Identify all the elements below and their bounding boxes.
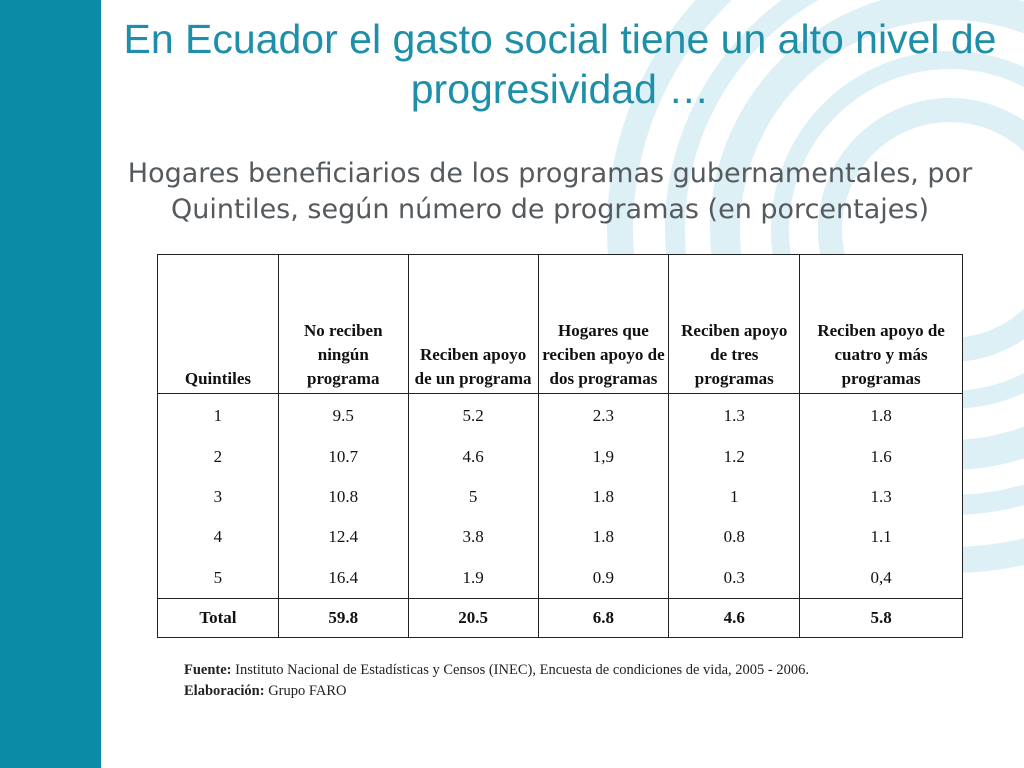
table-cell: 5: [407, 476, 539, 518]
table-cell: 16.4: [277, 557, 409, 599]
slide-subtitle: Hogares beneficiarios de los programas g…: [127, 158, 973, 225]
table-total-row: Total 59.8 20.5 6.8 4.6 5.8: [157, 597, 963, 638]
table-cell: 12.4: [277, 517, 409, 558]
total-cell: 59.8: [277, 597, 409, 638]
table-cell: 0.9: [537, 557, 670, 599]
table-cell: 2.3: [537, 393, 670, 437]
total-label: Total: [157, 597, 279, 638]
source-text: Instituto Nacional de Estadísticas y Cen…: [235, 662, 809, 678]
table-cell: 10.7: [277, 436, 409, 477]
elaboration-line: Elaboración: Grupo FARO: [184, 681, 984, 702]
total-cell: 6.8: [537, 597, 670, 638]
header-four-plus-programs: Reciben apoyo de cuatro y más programas: [799, 254, 963, 394]
table-row: 5 16.4 1.9 0.9 0.3 0,4: [157, 557, 963, 599]
table-row: 2 10.7 4.6 1,9 1.2 1.6: [157, 436, 963, 477]
total-cell: 20.5: [407, 597, 539, 638]
table-row: 1 9.5 5.2 2.3 1.3 1.8: [157, 393, 963, 437]
table-cell: 9.5: [277, 393, 409, 437]
header-three-programs: Reciben apoyo de tres programas: [668, 254, 801, 394]
table-header-row: Quintiles No reciben ningún programa Rec…: [157, 254, 963, 394]
header-no-programs: No reciben ningún programa: [277, 254, 409, 394]
table-cell: 1,9: [537, 436, 670, 477]
table-cell: 1.8: [537, 476, 670, 518]
table-cell: 0.3: [668, 557, 801, 599]
table-cell: 1.2: [668, 436, 801, 477]
table-cell: 10.8: [277, 476, 409, 518]
table-cell: 1.3: [799, 476, 963, 518]
header-two-programs: Hogares que reciben apoyo de dos program…: [537, 254, 670, 394]
accent-sidebar-bar: [0, 0, 101, 768]
table-cell: 4.6: [407, 436, 539, 477]
table-cell: 1.1: [799, 517, 963, 558]
table-cell: 5.2: [407, 393, 539, 437]
table-cell: 2: [157, 436, 279, 477]
table-cell: 5: [157, 557, 279, 599]
table-cell: 1.8: [799, 393, 963, 437]
table-cell: 0,4: [799, 557, 963, 599]
source-line: Fuente: Instituto Nacional de Estadístic…: [184, 660, 984, 681]
table-cell: 1.3: [668, 393, 801, 437]
table-cell: 4: [157, 517, 279, 558]
table-cell: 3: [157, 476, 279, 518]
header-one-program: Reciben apoyo de un programa: [407, 254, 539, 394]
table-cell: 0.8: [668, 517, 801, 558]
table-cell: 1.8: [537, 517, 670, 558]
total-cell: 5.8: [799, 597, 963, 638]
table-cell: 1.9: [407, 557, 539, 599]
total-cell: 4.6: [668, 597, 801, 638]
table-cell: 1.6: [799, 436, 963, 477]
table-cell: 1: [668, 476, 801, 518]
elaboration-label: Elaboración:: [184, 683, 265, 699]
elaboration-text: Grupo FARO: [268, 683, 347, 699]
table-cell: 3.8: [407, 517, 539, 558]
table-row: 3 10.8 5 1.8 1 1.3: [157, 476, 963, 518]
header-quintiles: Quintiles: [157, 254, 279, 394]
table-cell: 1: [157, 393, 279, 437]
beneficiaries-table: Quintiles No reciben ningún programa Rec…: [157, 254, 963, 638]
source-note: Fuente: Instituto Nacional de Estadístic…: [184, 660, 984, 702]
slide-title: En Ecuador el gasto social tiene un alto…: [123, 16, 997, 112]
table-row: 4 12.4 3.8 1.8 0.8 1.1: [157, 517, 963, 558]
source-label: Fuente:: [184, 662, 232, 678]
